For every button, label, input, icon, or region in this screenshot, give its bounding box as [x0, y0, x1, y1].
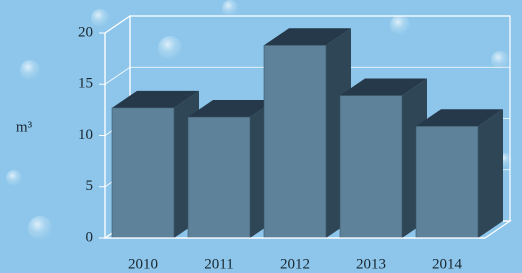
bar: [416, 126, 478, 238]
y-tick-label: 20: [78, 24, 93, 40]
bar-side: [478, 109, 503, 238]
x-tick-label: 2011: [204, 256, 233, 272]
x-tick-label: 2014: [432, 256, 463, 272]
chart: m³ 0 5 10 15 20 2010 2011 2012 2013 2014: [0, 0, 522, 273]
x-tick-label: 2012: [280, 256, 310, 272]
x-tick-label: 2010: [128, 256, 158, 272]
bar: [188, 117, 250, 238]
y-tick-label: 15: [78, 76, 93, 92]
bar: [340, 96, 402, 238]
y-tick-label: 5: [86, 178, 94, 194]
bar: [264, 45, 326, 238]
y-tick-label: 0: [86, 229, 94, 245]
bar: [112, 108, 174, 238]
x-tick-label: 2013: [356, 256, 386, 272]
y-tick-label: 10: [78, 127, 93, 143]
y-axis-label: m³: [16, 119, 33, 135]
